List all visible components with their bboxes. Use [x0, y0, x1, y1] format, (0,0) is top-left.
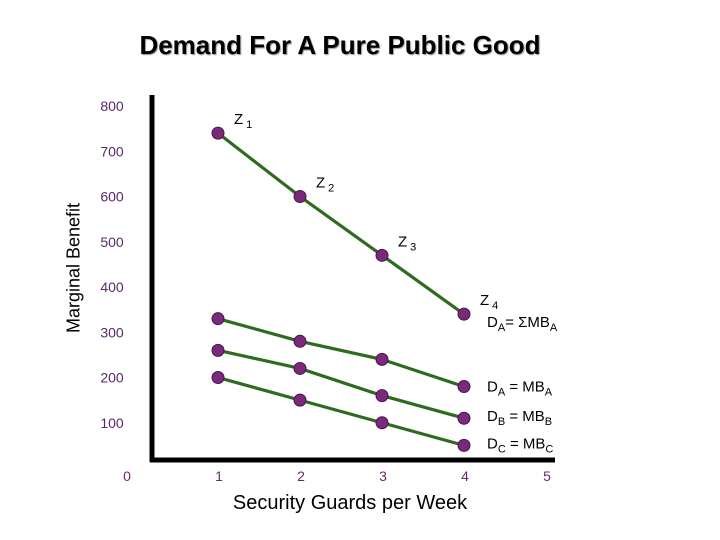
data-point	[211, 343, 225, 357]
data-point	[293, 190, 307, 203]
x-tick-label: 0	[123, 468, 131, 484]
data-point	[457, 307, 471, 321]
data-point	[211, 126, 225, 140]
series-label: DA= ΣMBA	[487, 314, 558, 334]
y-tick-label: 300	[100, 324, 124, 340]
series-label: DB = MBB	[487, 408, 552, 428]
point-annotations: Z 1 Z 2 Z 3 Z 4	[234, 111, 498, 312]
data-point	[457, 380, 471, 394]
data-point	[457, 411, 471, 425]
series-line-3	[217, 348, 465, 420]
axes	[149, 95, 555, 463]
x-tick-label: 1	[215, 468, 223, 484]
data-point	[375, 352, 389, 366]
data-point	[375, 389, 389, 403]
data-point	[375, 416, 389, 430]
data-point	[293, 334, 307, 348]
y-tick-label: 400	[100, 279, 124, 295]
series-points	[211, 126, 471, 452]
series-line-4	[217, 375, 465, 447]
y-ticks: 800 700 600 500 400 300 200 100	[100, 98, 124, 431]
x-ticks: 0 1 2 3 4 5	[123, 468, 551, 484]
series-line-2	[217, 317, 465, 389]
data-point	[211, 371, 225, 384]
y-tick-label: 100	[100, 415, 124, 431]
y-tick-label: 800	[100, 98, 124, 114]
y-tick-label: 600	[100, 189, 124, 205]
x-tick-label: 3	[379, 468, 387, 484]
data-point	[375, 248, 389, 262]
series-line-1	[217, 131, 465, 316]
series-lines	[217, 131, 465, 447]
x-tick-label: 4	[461, 468, 469, 484]
y-tick-label: 200	[100, 370, 124, 386]
y-tick-label: 500	[100, 234, 124, 250]
series-label: DA = MBA	[487, 379, 553, 399]
series-label: DC = MBC	[487, 435, 553, 455]
x-tick-label: 2	[297, 468, 305, 484]
chart-title: Demand For A Pure Public Good	[139, 30, 541, 60]
x-axis-label: Security Guards per Week	[232, 492, 468, 514]
data-point	[293, 361, 307, 375]
data-point	[211, 312, 225, 326]
data-point	[457, 438, 471, 452]
x-tick-label: 5	[543, 468, 551, 484]
series-labels: DA= ΣMBA DA = MBA DB = MBB DC = MBC	[487, 314, 558, 455]
data-point	[293, 393, 307, 407]
y-tick-label: 700	[100, 143, 124, 159]
